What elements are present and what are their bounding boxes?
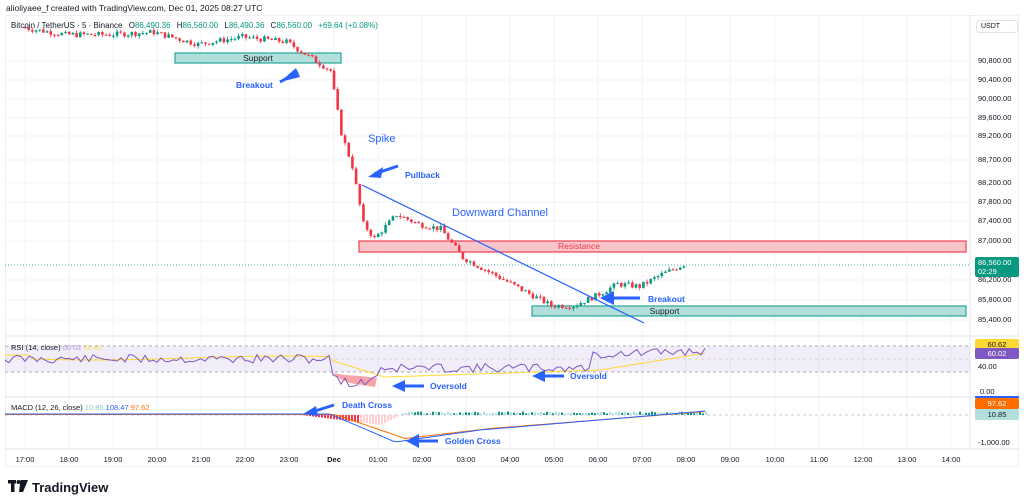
macd-axis-min: -1,000.00 [978,438,1010,447]
time-tick-label: 17:00 [15,455,35,464]
tradingview-logo[interactable]: TradingView [8,480,108,495]
time-tick-label: 04:00 [500,455,520,464]
time-tick-label: 01:00 [368,455,388,464]
price-tick-label: 87,400.00 [978,216,1012,225]
price-tick-label: 88,200.00 [978,178,1012,187]
price-tick-label: 90,000.00 [978,94,1012,103]
bar-countdown: 02:29 [978,267,997,276]
time-tick-label: 14:00 [941,455,961,464]
time-tick-label: 23:00 [279,455,299,464]
oversold-2-label: Oversold [570,371,607,381]
rsi-ma-value: 60.62 [83,343,103,352]
time-tick-label: 03:00 [456,455,476,464]
macd-value: 108.47 [105,403,129,412]
time-tick-label: Dec [327,455,341,464]
arrow-oversold-1-icon [392,380,405,392]
rsi-value: 60.02 [62,343,82,352]
macd-line [5,410,706,443]
arrow-death-cross-icon [303,406,318,416]
support-zone-top[interactable] [174,52,342,64]
golden-cross-label: Golden Cross [445,436,501,446]
time-tick-label: 11:00 [809,455,829,464]
time-tick-label: 19:00 [103,455,123,464]
candlesticks [23,25,686,312]
symbol-legend[interactable]: Bitcoin / TetherUS · 5 · Binance O86,490… [11,21,378,30]
rsi-line [4,347,706,387]
resistance-label: Resistance [557,241,601,251]
macd-title: MACD (12, 26, close) [11,403,83,412]
resistance-zone[interactable] [358,240,967,253]
price-tick-label: 90,800.00 [978,56,1012,65]
annotation-arrows [279,68,640,448]
currency-button[interactable]: USDT [976,20,1018,33]
rsi-legend[interactable]: RSI (14, close) 60.02 60.62 [11,343,102,352]
tradingview-brand: TradingView [32,480,109,495]
tradingview-logo-icon [8,480,28,495]
time-tick-label: 20:00 [147,455,167,464]
time-tick-label: 22:00 [235,455,255,464]
breakout-bottom-label: Breakout [648,294,685,304]
macd-line-marker [975,396,1019,398]
macd-hist-value: 10.85 [84,403,104,412]
price-tick-label: 90,400.00 [978,75,1012,84]
open-value: 86,490.36 [134,21,171,30]
change-value: +69.64 (+0.08%) [318,21,378,30]
price-tick-label: 87,000.00 [978,236,1012,245]
time-tick-label: 21:00 [191,455,211,464]
time-tick-label: 05:00 [544,455,564,464]
time-tick-label: 08:00 [676,455,696,464]
time-tick-label: 07:00 [632,455,652,464]
price-tick-label: 85,400.00 [978,315,1012,324]
high-value: 86,560.00 [182,21,219,30]
rsi-ma-tag: 60.62 [975,339,1019,350]
downward-channel-trendline[interactable] [361,184,645,324]
price-tick-label: 89,200.00 [978,131,1012,140]
rsi-title: RSI (14, close) [11,343,61,352]
macd-signal-tag: 97.62 [975,398,1019,409]
time-tick-label: 10:00 [765,455,785,464]
price-tick-label: 88,700.00 [978,155,1012,164]
last-price-value: 86,560.00 [978,258,1012,267]
macd-histogram [303,411,707,425]
close-value: 86,560.00 [276,21,313,30]
spike-label: Spike [368,133,396,145]
chart-credit: alioliyaee_f created with TradingView.co… [6,3,263,13]
arrow-oversold-2-icon [532,370,545,382]
last-price-tag: 86,560.00 02:29 [975,257,1019,277]
rsi-axis-40: 40.00 [978,362,997,371]
macd-hist-tag: 10.85 [975,409,1019,420]
arrow-breakout-bottom-icon [600,291,614,305]
pullback-label: Pullback [405,170,440,180]
oversold-1-label: Oversold [430,381,467,391]
price-tick-label: 87,800.00 [978,197,1012,206]
breakout-top-label: Breakout [236,80,273,90]
time-tick-label: 09:00 [720,455,740,464]
downward-channel-label: Downward Channel [452,207,548,219]
support-top-label: Support [243,53,273,63]
time-tick-label: 12:00 [853,455,873,464]
grid-lines [5,15,970,449]
macd-legend[interactable]: MACD (12, 26, close) 10.85 108.47 97.62 [11,403,150,412]
time-tick-label: 06:00 [588,455,608,464]
time-tick-label: 18:00 [59,455,79,464]
macd-signal-value: 97.62 [130,403,150,412]
support-zone-bottom[interactable] [531,305,967,317]
symbol-name[interactable]: Bitcoin / TetherUS · 5 · Binance [11,21,123,30]
price-tick-label: 89,600.00 [978,113,1012,122]
rsi-value-tag: 60.02 [975,348,1019,359]
arrow-golden-cross-icon [406,434,419,448]
macd-axis-zero: 0.00 [980,387,995,396]
price-tick-label: 86,200.00 [978,275,1012,284]
low-value: 86,490.36 [228,21,265,30]
price-tick-label: 85,800.00 [978,295,1012,304]
rsi-ma-line [5,352,706,378]
time-tick-label: 02:00 [412,455,432,464]
support-bottom-label: Support [649,306,680,316]
time-tick-label: 13:00 [897,455,917,464]
death-cross-label: Death Cross [342,400,393,410]
